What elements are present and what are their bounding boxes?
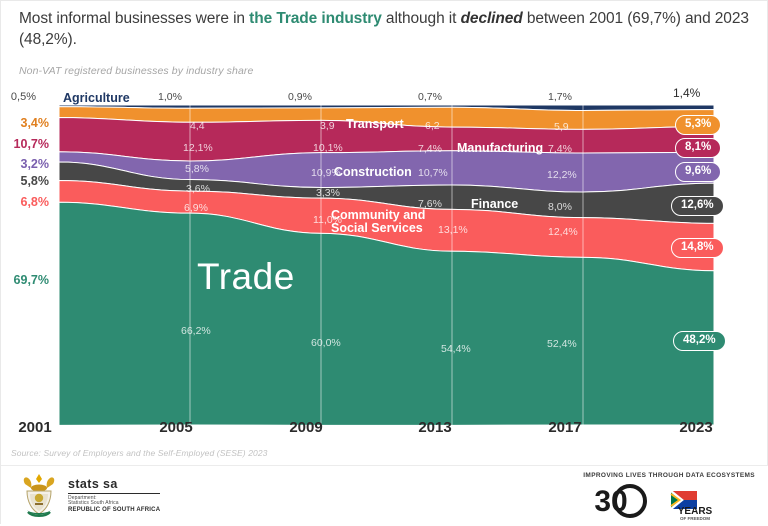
subtitle: Non-VAT registered businesses by industr… [19,65,254,77]
area-bands-svg [59,105,714,425]
value-trade-2013: 54,4% [441,343,471,355]
footer-tagline: IMPROVING LIVES THROUGH DATA ECOSYSTEMS [583,472,755,479]
x-tick-2013: 2013 [418,419,452,436]
value-finance-2009: 3,3% [316,187,340,199]
band-label-community-1: Community and [331,208,426,222]
band-label-transport: Transport [346,117,404,131]
pill-community: 14,8% [671,238,724,259]
statssa-wordmark: stats sa Department: Statistics South Af… [68,477,161,513]
band-label-construction: Construction [334,165,412,179]
value-community-2013: 13,1% [438,224,468,236]
value-manufacturing-2013: 7,4% [418,143,442,155]
title-italic: declined [460,10,523,27]
title-text-part3: between 2001 (69,7%) and 2023 (48,2%). [19,10,749,48]
x-tick-2001: 2001 [18,419,52,436]
page-title: Most informal businesses were in the Tra… [19,9,755,50]
value-community-2009: 11,0% [313,214,342,226]
band-trade [59,201,714,425]
left-label-manufacturing: 10,7% [13,137,49,151]
value-trade-2009: 60,0% [311,337,341,349]
stacked-area-chart: 1,0% 0,9% 0,7% 1,7% 1,4% Agriculture Tra… [1,85,768,430]
x-tick-2017: 2017 [548,419,582,436]
callout-2009: 0,9% [288,91,312,103]
value-transport-2005: 4,4 [190,120,205,132]
footer: stats sa Department: Statistics South Af… [1,465,768,526]
callout-2013: 0,7% [418,91,442,103]
pill-trade: 48,2% [673,331,726,352]
years-word-text: YEARS [678,506,713,517]
title-highlight: the Trade industry [249,10,382,27]
callout-2017: 1,7% [548,91,572,103]
header: Most informal businesses were in the Tra… [19,9,755,50]
x-tick-2023: 2023 [679,419,713,436]
statssa-brand: stats sa [68,477,118,492]
value-transport-2017: 5,9 [554,121,569,133]
pill-manufacturing: 8,1% [675,138,722,159]
left-axis-labels: 0,5% 3,4% 10,7% 3,2% 5,8% 6,8% 69,7% [1,85,56,430]
value-manufacturing-2009: 10,1% [313,142,343,154]
band-label-finance: Finance [471,197,519,211]
thirty-years-mark: 30 YEARS OF FREEDOM [583,481,733,521]
left-label-transport: 3,4% [20,116,50,130]
x-axis: 2001 2005 2009 2013 2017 2023 [1,419,768,445]
value-community-2017: 12,4% [548,226,578,238]
value-construction-2013: 10,7% [418,167,448,179]
callout-2023: 1,4% [673,86,701,100]
statssa-dept-1: Department: [68,495,97,502]
plot-area [59,105,714,425]
thirty-years-svg: 30 YEARS OF FREEDOM [595,484,713,521]
left-label-agriculture: 0,5% [10,91,36,103]
statssa-rule [68,493,160,495]
band-label-agriculture: Agriculture [63,91,130,105]
value-finance-2005: 3,6% [186,183,210,195]
band-label-trade: Trade [197,256,295,297]
statssa-dept-2: Statistics South Africa [68,500,119,507]
years-sub-text: OF FREEDOM [680,516,710,521]
left-label-trade: 69,7% [13,273,49,287]
title-text-part2: although it [381,10,461,27]
statssa-dept-3: REPUBLIC OF SOUTH AFRICA [68,506,161,513]
years-of-freedom-logo: IMPROVING LIVES THROUGH DATA ECOSYSTEMS … [583,472,755,521]
value-finance-2017: 8,0% [548,201,572,213]
source-note: Source: Survey of Employers and the Self… [11,448,268,458]
coat-of-arms-svg [23,474,55,517]
value-finance-2013: 7,6% [418,198,442,210]
value-transport-2009: 3,9 [320,120,335,132]
pill-finance: 12,6% [671,196,724,217]
title-text-part1: Most informal businesses were in [19,10,250,27]
x-tick-2009: 2009 [289,419,323,436]
statssa-logo: stats sa Department: Statistics South Af… [17,472,160,519]
value-manufacturing-2017: 7,4% [548,143,572,155]
pill-construction: 9,6% [675,162,722,183]
left-label-construction: 3,2% [20,157,50,171]
value-transport-2013: 6,2 [425,120,440,132]
coat-of-arms-icon [17,472,61,519]
x-tick-2005: 2005 [159,419,193,436]
value-manufacturing-2005: 12,1% [183,142,213,154]
sa-flag-icon [670,490,698,510]
value-construction-2009: 10,9% [311,167,341,179]
callout-2005: 1,0% [158,91,182,103]
value-trade-2017: 52,4% [547,338,577,350]
band-label-community-2: Social Services [331,221,423,235]
band-label-manufacturing: Manufacturing [457,141,544,155]
value-construction-2005: 5,8% [185,163,209,175]
value-construction-2017: 12,2% [547,169,577,181]
pill-transport: 5,3% [675,115,722,136]
value-community-2005: 6,9% [184,202,208,214]
value-trade-2005: 66,2% [181,325,211,337]
left-label-finance: 5,8% [20,174,50,188]
left-label-community: 6,8% [20,195,50,209]
